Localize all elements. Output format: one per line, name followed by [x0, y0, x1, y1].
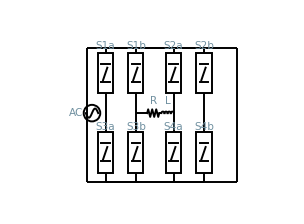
Text: L: L	[165, 96, 171, 106]
Text: S2a: S2a	[163, 41, 183, 51]
Text: S1a: S1a	[95, 41, 115, 51]
Text: S3a: S3a	[95, 122, 115, 132]
Text: S1b: S1b	[126, 41, 147, 51]
Text: AC: AC	[68, 108, 83, 118]
Text: S4b: S4b	[195, 122, 215, 132]
Bar	[98, 132, 113, 173]
Bar	[166, 53, 181, 93]
Bar	[196, 53, 212, 93]
Bar	[128, 53, 143, 93]
Text: S3b: S3b	[126, 122, 147, 132]
Bar	[196, 132, 212, 173]
Bar	[166, 132, 181, 173]
Text: R: R	[150, 96, 157, 106]
Text: S4a: S4a	[163, 122, 183, 132]
Bar	[98, 53, 113, 93]
Bar	[128, 132, 143, 173]
Text: S2b: S2b	[195, 41, 215, 51]
